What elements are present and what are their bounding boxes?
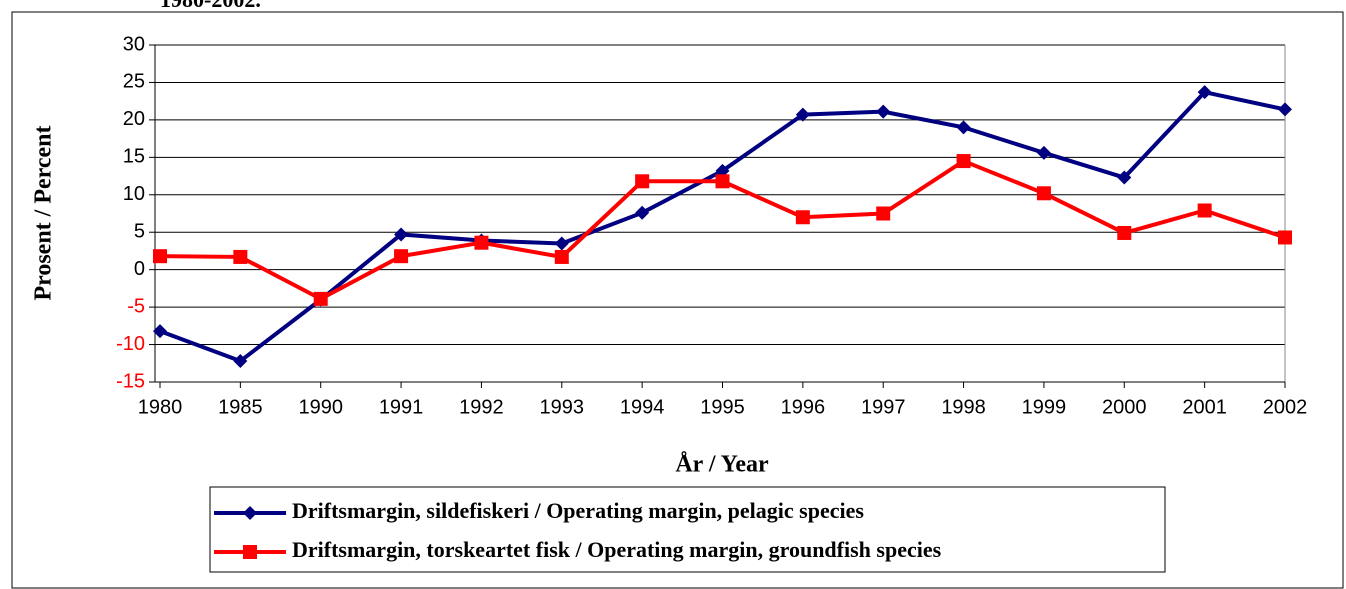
point [795,210,810,225]
point [956,154,971,169]
y-tick-label: -5 [127,295,145,317]
x-tick-label: 1990 [298,396,343,418]
point [635,174,650,189]
y-tick-label: 30 [123,33,145,55]
point [153,249,167,264]
point [394,249,409,264]
x-tick-label: 2001 [1182,396,1227,418]
y-tick-label: -10 [116,333,145,355]
point [554,236,569,251]
x-tick-label: 1996 [781,396,826,418]
point [233,354,248,369]
x-tick-label: 2002 [1263,396,1308,418]
legend [209,486,1166,573]
point [795,107,810,122]
point [1036,145,1051,160]
x-tick-label: 2000 [1102,396,1147,418]
x-axis-title: År / Year [675,452,769,478]
point [1197,85,1212,100]
point [243,506,257,520]
point [1278,230,1292,245]
caption: 1980-2002. [160,0,261,12]
point [313,291,328,306]
x-tick-label: 1994 [620,396,665,418]
point [1278,102,1292,117]
series-line [159,89,1286,364]
point [394,227,409,242]
point [876,104,891,119]
x-tick-label: 1999 [1022,396,1067,418]
y-tick-label: 15 [123,146,145,168]
point [233,249,248,264]
x-tick-label: 1993 [540,396,585,418]
y-tick-label: 10 [123,183,145,205]
chart-frame [11,11,1344,589]
x-tick-label: 1995 [700,396,745,418]
y-tick-label: 0 [134,258,145,280]
legend-label: Driftsmargin, torskeartet fisk / Operati… [292,537,942,562]
point [715,174,730,189]
point [1036,186,1051,201]
point [876,206,891,221]
legend-label: Driftsmargin, sildefiskeri / Operating m… [292,498,864,523]
point [635,205,650,220]
y-tick-label: 20 [123,108,145,130]
x-tick-label: 1985 [218,396,263,418]
point [243,545,257,559]
x-tick-label: 1992 [459,396,504,418]
y-tick-label: 5 [134,221,145,243]
y-tick-label: -15 [116,370,145,392]
x-tick-label: 1980 [138,396,183,418]
point [153,324,167,339]
point [554,249,569,264]
x-tick-label: 1997 [861,396,906,418]
y-axis-title: Prosent / Percent [31,125,57,300]
y-tick-label: 25 [123,71,145,93]
x-tick-label: 1991 [379,396,424,418]
point [474,235,489,250]
point [956,120,971,135]
point [1117,170,1132,185]
point [1117,225,1132,240]
point [1197,203,1212,218]
x-tick-label: 1998 [941,396,986,418]
